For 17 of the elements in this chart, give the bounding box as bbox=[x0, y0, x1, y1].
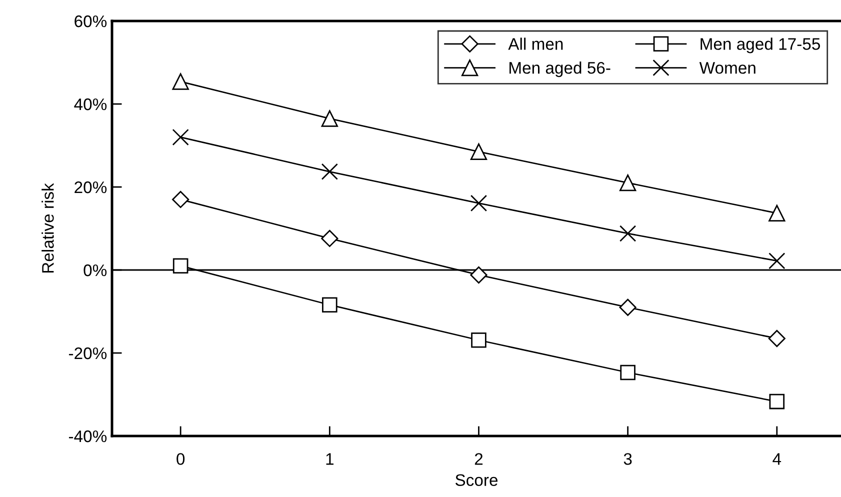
y-tick-label: 40% bbox=[74, 98, 107, 110]
x-tick-label: 0 bbox=[176, 453, 185, 465]
x-tick-label: 4 bbox=[772, 453, 782, 465]
y-axis-title: Relative risk bbox=[42, 183, 54, 273]
y-tick-label: -20% bbox=[68, 347, 107, 360]
legend-label: Men aged 56- bbox=[510, 62, 610, 78]
x-axis-title: Score bbox=[455, 474, 498, 486]
legend-label: Women bbox=[699, 62, 756, 74]
y-tick-label: 60% bbox=[74, 15, 107, 28]
legend-label: Men aged 17-55 bbox=[700, 38, 820, 54]
y-tick-label: -40% bbox=[68, 430, 107, 442]
y-tick-label: 20% bbox=[74, 181, 107, 194]
x-tick-label: 3 bbox=[624, 453, 632, 465]
legend-label: All men bbox=[508, 38, 563, 50]
x-tick-label: 1 bbox=[326, 453, 334, 465]
x-tick-label: 2 bbox=[474, 453, 483, 465]
y-tick-label: 0% bbox=[84, 264, 107, 276]
